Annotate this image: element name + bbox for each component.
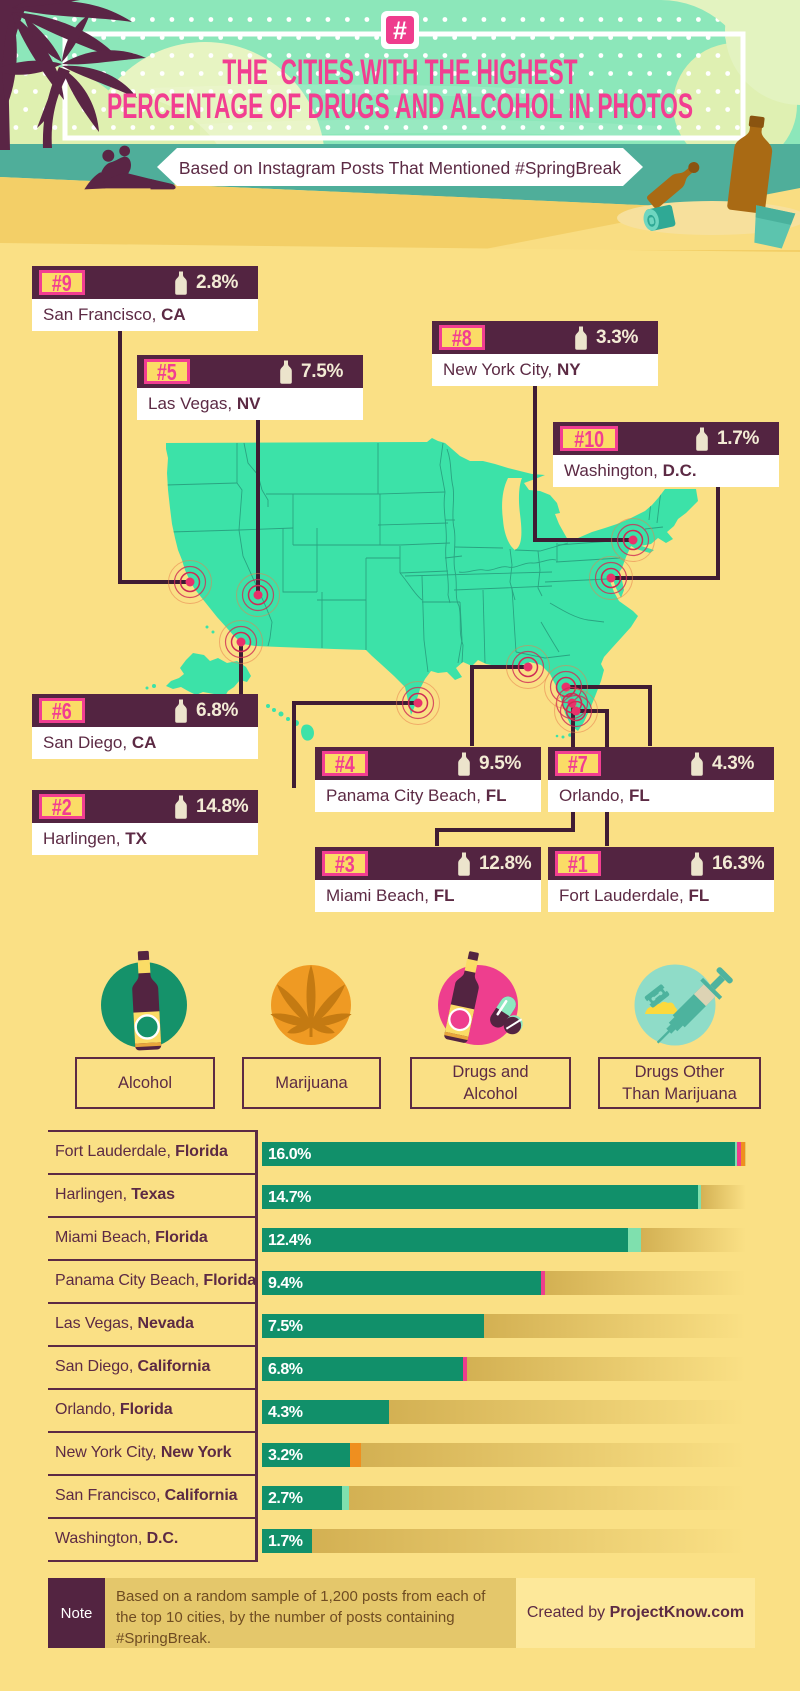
svg-text:#: # <box>393 17 407 45</box>
svg-text:Based on Instagram Posts That: Based on Instagram Posts That Mentioned … <box>179 158 622 178</box>
